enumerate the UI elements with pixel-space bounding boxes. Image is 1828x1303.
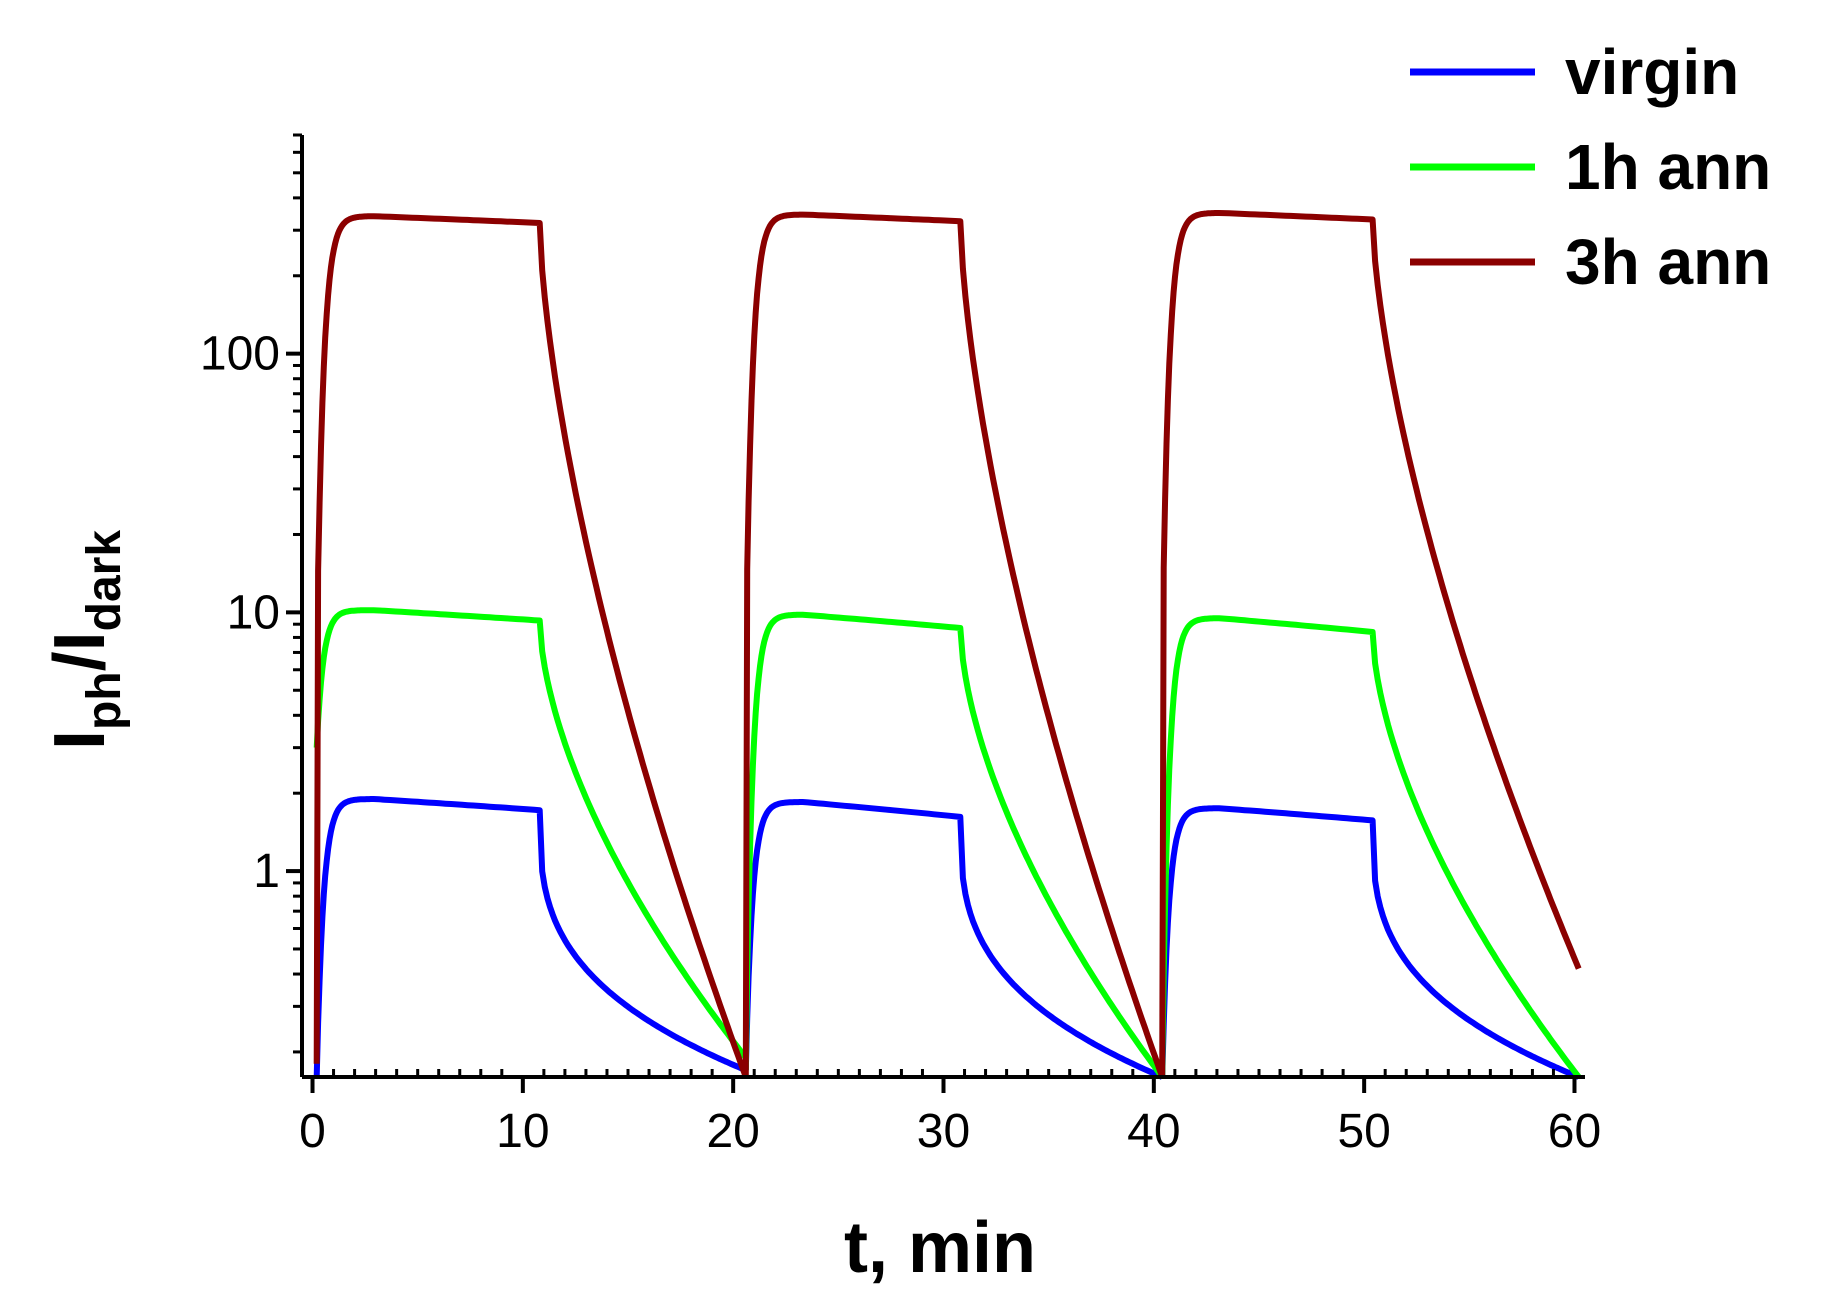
legend-label-virgin: virgin	[1565, 36, 1739, 108]
y-title-ph: ph	[78, 671, 131, 730]
x-tick-label: 20	[706, 1105, 759, 1158]
y-tick-label: 1	[253, 845, 280, 898]
series-line-3h-ann	[313, 210, 1582, 1079]
svg-text:Iph/Idark: Iph/Idark	[40, 530, 131, 750]
x-tick-label: 0	[299, 1105, 326, 1158]
y-tick-label: 100	[200, 328, 280, 381]
x-tick-label: 40	[1127, 1105, 1180, 1158]
series-layer	[313, 210, 1582, 1080]
legend-label-3h-ann: 3h ann	[1565, 226, 1771, 298]
legend-label-1h-ann: 1h ann	[1565, 131, 1771, 203]
x-axis-title: t, min	[844, 1208, 1036, 1288]
axes: 0 10 20 30 40 50 60 1 10 100	[200, 133, 1601, 1158]
y-tick-label: 10	[227, 586, 280, 639]
series-line-virgin	[313, 796, 1580, 1080]
legend: virgin 1h ann 3h ann	[1410, 36, 1771, 298]
y-title-slash: /	[40, 651, 120, 671]
y-title-dark: dark	[78, 530, 131, 632]
y-title-i2: I	[40, 631, 120, 651]
y-axis-title: Iph/Idark	[40, 530, 131, 750]
series-line-1h-ann	[313, 607, 1582, 1079]
x-tick-label: 10	[496, 1105, 549, 1158]
x-tick-label: 50	[1337, 1105, 1390, 1158]
x-tick-label: 60	[1548, 1105, 1601, 1158]
x-tick-label: 30	[917, 1105, 970, 1158]
y-title-i1: I	[40, 730, 120, 750]
